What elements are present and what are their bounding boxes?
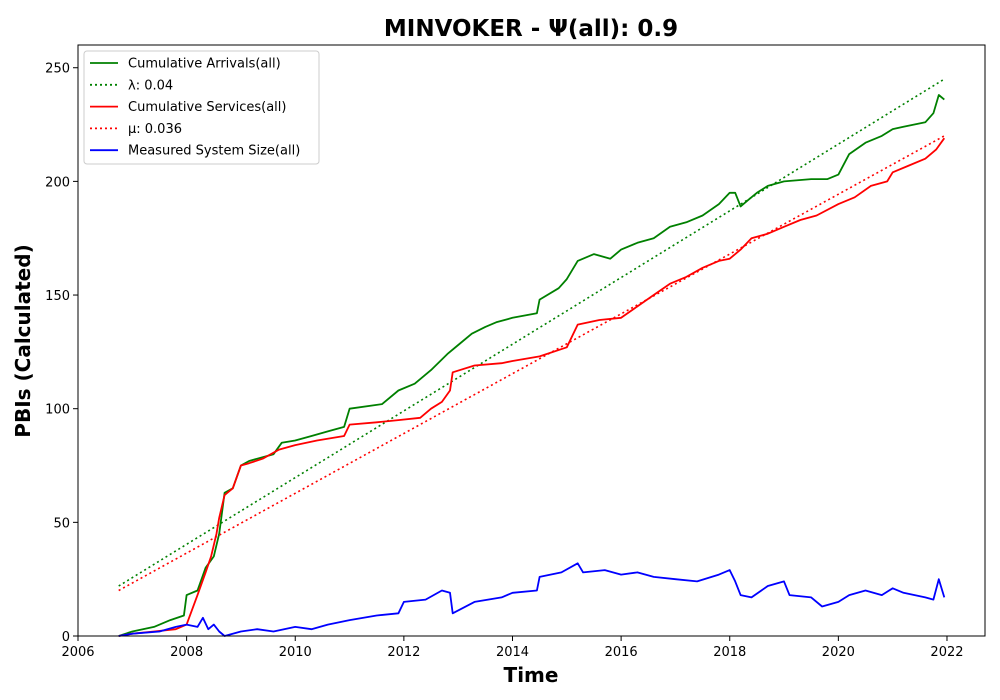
y-tick-label-0: 0	[62, 630, 70, 645]
legend-label-4: Measured System Size(all)	[128, 144, 300, 159]
x-tick-label-2016: 2016	[605, 645, 638, 660]
y-tick-label-150: 150	[45, 289, 70, 304]
series-line-1	[118, 78, 945, 587]
x-tick-label-2012: 2012	[387, 645, 420, 660]
x-tick-label-2006: 2006	[61, 645, 94, 660]
x-tick-label-2008: 2008	[170, 645, 203, 660]
series-line-3	[118, 135, 945, 592]
y-tick-label-50: 50	[53, 516, 70, 531]
legend-box	[83, 50, 320, 165]
x-axis-label: Time	[504, 663, 559, 687]
legend-label-1: λ: 0.04	[128, 78, 173, 93]
x-tick-label-2020: 2020	[822, 645, 855, 660]
series-line-0	[118, 94, 945, 637]
legend: Cumulative Arrivals(all) λ: 0.04 Cumulativ…	[83, 50, 320, 165]
y-axis-label: PBIs (Calculated)	[11, 244, 35, 437]
x-tick-label-2018: 2018	[713, 645, 746, 660]
y-tick-label-100: 100	[45, 403, 70, 418]
series-line-4	[118, 562, 946, 637]
series-line-2	[118, 137, 946, 637]
y-tick-label-200: 200	[45, 175, 70, 190]
x-tick-label-2014: 2014	[496, 645, 529, 660]
x-tick-label-2010: 2010	[279, 645, 312, 660]
y-tick-label-250: 250	[45, 62, 70, 77]
chart-title: MINVOKER - Ψ(all): 0.9	[384, 16, 678, 42]
x-tick-label-2022: 2022	[930, 645, 963, 660]
plot-frame	[77, 44, 986, 637]
axes: 2006 2008 2010 2012 2014 2016 2018 2020 2022 0 50 1…	[45, 44, 986, 660]
legend-label-2: Cumulative Services(all)	[128, 100, 286, 115]
legend-label-0: Cumulative Arrivals(all)	[128, 57, 281, 72]
legend-label-3: μ: 0.036	[128, 122, 182, 137]
plot-area	[118, 78, 946, 637]
